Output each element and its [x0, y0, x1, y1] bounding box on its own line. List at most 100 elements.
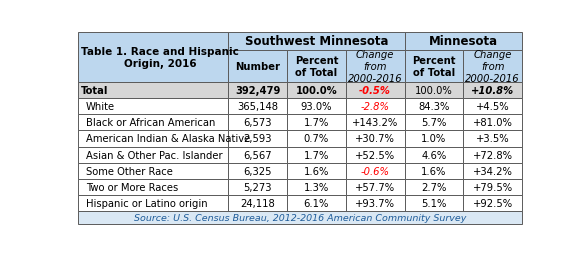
Text: +93.7%: +93.7% [355, 198, 395, 208]
Bar [78, 179, 228, 195]
Bar [228, 115, 287, 131]
Text: +81.0%: +81.0% [473, 118, 512, 128]
Text: American Indian & Alaska Native: American Indian & Alaska Native [86, 134, 250, 144]
Text: 2.7%: 2.7% [421, 182, 446, 192]
Text: 1.6%: 1.6% [421, 166, 446, 176]
Text: 0.7%: 0.7% [304, 134, 329, 144]
Text: +34.2%: +34.2% [473, 166, 512, 176]
Bar [287, 83, 346, 99]
Bar [346, 147, 404, 163]
Text: Black or African American: Black or African American [86, 118, 215, 128]
Text: Hispanic or Latino origin: Hispanic or Latino origin [86, 198, 208, 208]
Text: +10.8%: +10.8% [471, 86, 514, 96]
Text: +30.7%: +30.7% [355, 134, 395, 144]
Bar [287, 115, 346, 131]
Text: -0.6%: -0.6% [360, 166, 390, 176]
Text: Some Other Race: Some Other Race [86, 166, 173, 176]
Text: 6,325: 6,325 [243, 166, 272, 176]
Text: Minnesota: Minnesota [429, 35, 498, 48]
Text: 5.1%: 5.1% [421, 198, 446, 208]
Text: 5.7%: 5.7% [421, 118, 446, 128]
Bar [404, 51, 463, 83]
Text: +57.7%: +57.7% [355, 182, 395, 192]
Bar [404, 83, 463, 99]
Text: 1.0%: 1.0% [421, 134, 446, 144]
Bar [346, 83, 404, 99]
Text: -2.8%: -2.8% [360, 102, 390, 112]
Text: White: White [86, 102, 115, 112]
Bar [346, 131, 404, 147]
Bar [463, 147, 522, 163]
Bar [346, 195, 404, 211]
Text: 5,273: 5,273 [243, 182, 272, 192]
Text: 392,479: 392,479 [235, 86, 280, 96]
Text: 24,118: 24,118 [240, 198, 275, 208]
Bar [287, 163, 346, 179]
Text: Asian & Other Pac. Islander: Asian & Other Pac. Islander [86, 150, 222, 160]
Bar [463, 115, 522, 131]
Bar [228, 51, 287, 83]
Bar [78, 99, 228, 115]
Bar [346, 115, 404, 131]
Bar [463, 163, 522, 179]
Bar [228, 33, 404, 51]
Text: +92.5%: +92.5% [473, 198, 512, 208]
Text: 1.7%: 1.7% [304, 150, 329, 160]
Bar [228, 147, 287, 163]
Text: 1.7%: 1.7% [304, 118, 329, 128]
Bar [78, 147, 228, 163]
Text: Two or More Races: Two or More Races [86, 182, 178, 192]
Bar [287, 99, 346, 115]
Text: Number: Number [235, 62, 280, 72]
Bar [463, 83, 522, 99]
Bar [228, 163, 287, 179]
Text: 6.1%: 6.1% [304, 198, 329, 208]
Text: 2,593: 2,593 [243, 134, 272, 144]
Text: +4.5%: +4.5% [476, 102, 510, 112]
Bar [346, 99, 404, 115]
Text: 6,567: 6,567 [243, 150, 272, 160]
Text: Percent
of Total: Percent of Total [412, 56, 456, 77]
Bar [404, 195, 463, 211]
Text: Source: U.S. Census Bureau, 2012-2016 American Community Survey: Source: U.S. Census Bureau, 2012-2016 Am… [133, 213, 466, 222]
Bar [404, 163, 463, 179]
Bar [287, 195, 346, 211]
Text: -0.5%: -0.5% [359, 86, 391, 96]
Text: 1.3%: 1.3% [304, 182, 329, 192]
Text: 4.6%: 4.6% [421, 150, 446, 160]
Bar [463, 99, 522, 115]
Bar [346, 163, 404, 179]
Text: +3.5%: +3.5% [476, 134, 510, 144]
Text: +79.5%: +79.5% [473, 182, 512, 192]
Bar [346, 51, 404, 83]
Text: Change
from
2000-2016: Change from 2000-2016 [348, 50, 402, 83]
Bar [287, 51, 346, 83]
Bar [404, 179, 463, 195]
Text: 1.6%: 1.6% [304, 166, 329, 176]
Text: 100.0%: 100.0% [415, 86, 453, 96]
Text: Southwest Minnesota: Southwest Minnesota [245, 35, 388, 48]
Bar [78, 131, 228, 147]
Bar [78, 33, 228, 83]
Text: Table 1. Race and Hispanic
Origin, 2016: Table 1. Race and Hispanic Origin, 2016 [81, 47, 239, 68]
Text: 84.3%: 84.3% [418, 102, 449, 112]
Bar [404, 99, 463, 115]
Bar [404, 115, 463, 131]
Text: +52.5%: +52.5% [355, 150, 395, 160]
Text: Change
from
2000-2016: Change from 2000-2016 [465, 50, 520, 83]
Bar [404, 33, 522, 51]
Bar [287, 179, 346, 195]
Bar [228, 131, 287, 147]
Bar [287, 147, 346, 163]
Bar [78, 195, 228, 211]
Text: 93.0%: 93.0% [301, 102, 332, 112]
Text: +143.2%: +143.2% [352, 118, 398, 128]
Text: +72.8%: +72.8% [473, 150, 512, 160]
Bar [287, 131, 346, 147]
Text: 6,573: 6,573 [243, 118, 272, 128]
Bar [228, 83, 287, 99]
Bar [404, 147, 463, 163]
Bar [463, 131, 522, 147]
Text: Percent
of Total: Percent of Total [295, 56, 338, 77]
Bar [463, 195, 522, 211]
